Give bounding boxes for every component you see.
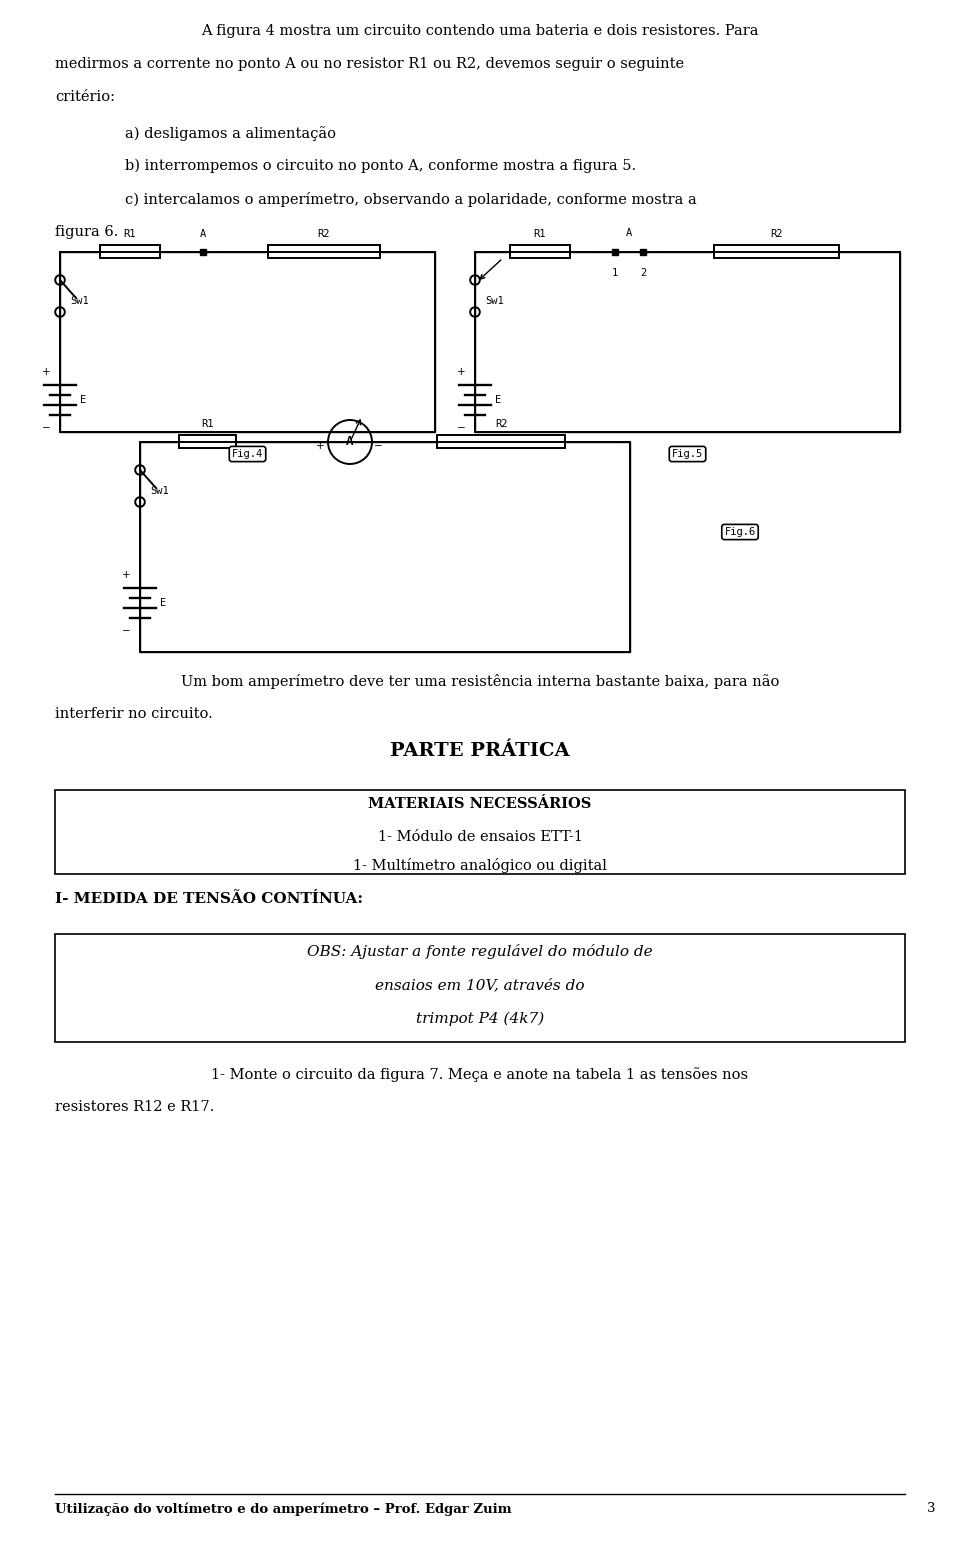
Text: interferir no circuito.: interferir no circuito. xyxy=(55,706,213,722)
Bar xyxy=(510,245,570,259)
Text: R1: R1 xyxy=(124,230,136,239)
Text: −: − xyxy=(41,423,50,433)
Bar xyxy=(60,251,435,432)
Bar xyxy=(179,435,236,449)
Text: E: E xyxy=(80,395,86,406)
Text: ensaios em 10V, através do: ensaios em 10V, através do xyxy=(375,978,585,992)
Text: R2: R2 xyxy=(494,419,507,429)
Text: +: + xyxy=(41,367,50,376)
Text: A figura 4 mostra um circuito contendo uma bateria e dois resistores. Para: A figura 4 mostra um circuito contendo u… xyxy=(202,25,758,39)
Text: R1: R1 xyxy=(202,419,214,429)
Text: 1: 1 xyxy=(612,268,618,278)
Text: −: − xyxy=(457,423,466,433)
Text: E: E xyxy=(160,598,166,608)
Text: +: + xyxy=(122,571,131,580)
Text: R2: R2 xyxy=(318,230,330,239)
Text: R1: R1 xyxy=(534,230,546,239)
Bar xyxy=(55,790,905,874)
Text: c) intercalamos o amperímetro, observando a polaridade, conforme mostra a: c) intercalamos o amperímetro, observand… xyxy=(125,193,697,207)
Text: R2: R2 xyxy=(770,230,782,239)
Text: −: − xyxy=(122,626,131,635)
Text: Utilização do voltímetro e do amperímetro – Prof. Edgar Zuim: Utilização do voltímetro e do amperímetr… xyxy=(55,1502,512,1516)
Text: A: A xyxy=(626,228,632,237)
Text: 1- Monte o circuito da figura 7. Meça e anote na tabela 1 as tensões nos: 1- Monte o circuito da figura 7. Meça e … xyxy=(211,1067,749,1082)
Text: Fig.6: Fig.6 xyxy=(725,527,756,537)
Text: 3: 3 xyxy=(926,1502,935,1514)
Text: critério:: critério: xyxy=(55,89,115,103)
Text: A: A xyxy=(200,230,206,239)
Text: a) desligamos a alimentação: a) desligamos a alimentação xyxy=(125,126,336,140)
Text: OBS: Ajustar a fonte regulável do módulo de: OBS: Ajustar a fonte regulável do módulo… xyxy=(307,944,653,959)
Text: E: E xyxy=(495,395,501,406)
Text: 1- Módulo de ensaios ETT-1: 1- Módulo de ensaios ETT-1 xyxy=(377,830,583,843)
Bar xyxy=(269,245,379,259)
Bar xyxy=(714,245,839,259)
Text: +: + xyxy=(457,367,466,376)
Text: A: A xyxy=(347,435,353,449)
Text: Fig.5: Fig.5 xyxy=(672,449,703,460)
Text: medirmos a corrente no ponto A ou no resistor R1 ou R2, devemos seguir o seguint: medirmos a corrente no ponto A ou no res… xyxy=(55,57,684,71)
Text: 2: 2 xyxy=(640,268,646,278)
Text: −: − xyxy=(373,441,382,450)
Text: trimpot P4 (4k7): trimpot P4 (4k7) xyxy=(416,1012,544,1027)
Text: MATERIAIS NECESSÁRIOS: MATERIAIS NECESSÁRIOS xyxy=(369,797,591,811)
Bar xyxy=(100,245,160,259)
Text: figura 6.: figura 6. xyxy=(55,225,118,239)
Text: b) interrompemos o circuito no ponto A, conforme mostra a figura 5.: b) interrompemos o circuito no ponto A, … xyxy=(125,159,636,173)
Text: PARTE PRÁTICA: PARTE PRÁTICA xyxy=(390,742,570,760)
Bar xyxy=(475,251,900,432)
Text: I- MEDIDA DE TENSÃO CONTÍNUA:: I- MEDIDA DE TENSÃO CONTÍNUA: xyxy=(55,891,363,907)
Bar xyxy=(55,934,905,1042)
Bar xyxy=(437,435,565,449)
Text: Sw1: Sw1 xyxy=(70,296,88,305)
Text: +: + xyxy=(316,441,324,450)
Text: Fig.4: Fig.4 xyxy=(232,449,263,460)
Text: Sw1: Sw1 xyxy=(485,296,504,305)
Text: 1- Multímetro analógico ou digital: 1- Multímetro analógico ou digital xyxy=(353,857,607,873)
Text: Um bom amperímetro deve ter uma resistência interna bastante baixa, para não: Um bom amperímetro deve ter uma resistên… xyxy=(180,674,780,689)
Text: resistores R12 e R17.: resistores R12 e R17. xyxy=(55,1099,214,1113)
Bar xyxy=(140,443,630,652)
Text: Sw1: Sw1 xyxy=(150,486,169,497)
